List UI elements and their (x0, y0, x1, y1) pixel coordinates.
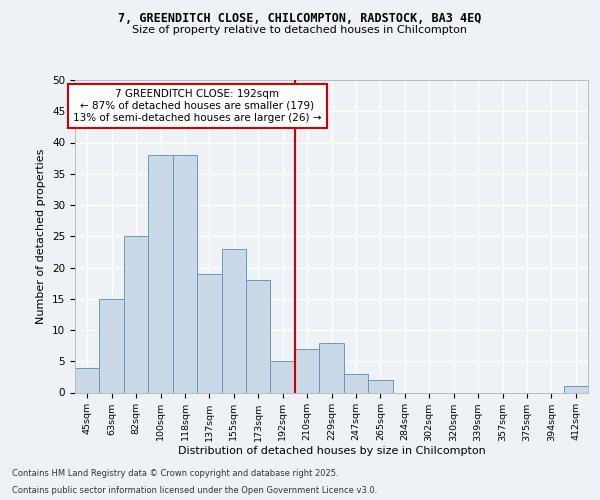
Text: 7, GREENDITCH CLOSE, CHILCOMPTON, RADSTOCK, BA3 4EQ: 7, GREENDITCH CLOSE, CHILCOMPTON, RADSTO… (118, 12, 482, 26)
Y-axis label: Number of detached properties: Number of detached properties (37, 148, 46, 324)
Text: Contains public sector information licensed under the Open Government Licence v3: Contains public sector information licen… (12, 486, 377, 495)
X-axis label: Distribution of detached houses by size in Chilcompton: Distribution of detached houses by size … (178, 446, 485, 456)
Bar (75, 368, 100, 392)
Text: 7 GREENDITCH CLOSE: 192sqm
← 87% of detached houses are smaller (179)
13% of sem: 7 GREENDITCH CLOSE: 192sqm ← 87% of deta… (73, 90, 322, 122)
Bar (221, 248, 246, 392)
Bar (295, 349, 319, 393)
Bar (197, 274, 221, 392)
Bar (319, 342, 344, 392)
Bar (124, 236, 148, 392)
Text: Contains HM Land Registry data © Crown copyright and database right 2025.: Contains HM Land Registry data © Crown c… (12, 468, 338, 477)
Bar (344, 374, 368, 392)
Bar (148, 155, 173, 392)
Bar (563, 386, 588, 392)
Text: Size of property relative to detached houses in Chilcompton: Size of property relative to detached ho… (133, 25, 467, 35)
Bar (271, 361, 295, 392)
Bar (368, 380, 392, 392)
Bar (246, 280, 271, 392)
Bar (100, 298, 124, 392)
Bar (173, 155, 197, 392)
